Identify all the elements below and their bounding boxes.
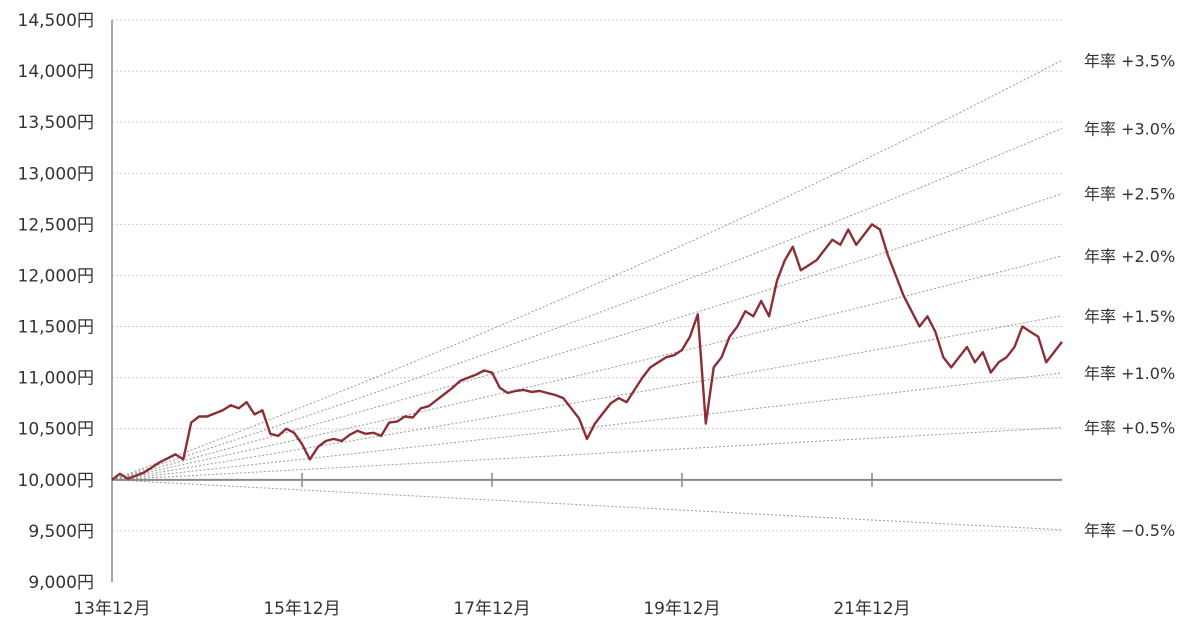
axes — [111, 20, 1062, 582]
y-tick-label: 11,500円 — [18, 318, 94, 338]
reference-line — [111, 372, 1063, 481]
y-tick-label: 12,500円 — [18, 215, 94, 235]
x-tick-label: 19年12月 — [643, 599, 720, 619]
y-tick-label: 13,500円 — [18, 113, 94, 133]
reference-line-label: 年率 +1.0% — [1084, 364, 1175, 383]
y-tick-label: 10,500円 — [18, 420, 94, 440]
reference-line — [111, 193, 1063, 481]
y-tick-label: 9,000円 — [28, 573, 94, 593]
x-tick-label: 13年12月 — [73, 599, 150, 619]
reference-line — [111, 127, 1063, 481]
x-tick-label: 21年12月 — [833, 599, 910, 619]
price-series-line — [111, 223, 1063, 481]
reference-line-label: 年率 +0.5% — [1084, 419, 1175, 438]
labels: 14,500円 14,000円 13,500円 13,000円 12,500円 12,00… — [18, 11, 1176, 619]
reference-line — [111, 59, 1063, 481]
reference-lines — [111, 59, 1063, 531]
x-tick-label: 17年12月 — [453, 599, 530, 619]
reference-line-label: 年率 −0.5% — [1084, 521, 1175, 540]
y-tick-label: 11,000円 — [18, 369, 94, 389]
y-tick-label: 14,000円 — [18, 62, 94, 82]
grid-lines — [112, 19, 1062, 532]
reference-line — [111, 315, 1063, 481]
y-tick-label: 9,500円 — [28, 522, 94, 542]
reference-line-label: 年率 +2.5% — [1084, 185, 1175, 204]
y-tick-label: 13,000円 — [18, 164, 94, 184]
reference-line-label: 年率 +3.0% — [1084, 119, 1175, 138]
reference-line-label: 年率 +1.5% — [1084, 307, 1175, 326]
reference-line — [111, 427, 1063, 481]
reference-line — [111, 479, 1063, 531]
y-tick-label: 10,000円 — [18, 471, 94, 491]
reference-line-label: 年率 +2.0% — [1084, 247, 1175, 266]
y-tick-label: 14,500円 — [18, 11, 94, 31]
reference-line-label: 年率 +3.5% — [1084, 51, 1175, 70]
series — [111, 223, 1063, 481]
reference-line — [111, 255, 1063, 481]
x-tick-label: 15年12月 — [263, 599, 340, 619]
y-tick-label: 12,000円 — [18, 266, 94, 286]
